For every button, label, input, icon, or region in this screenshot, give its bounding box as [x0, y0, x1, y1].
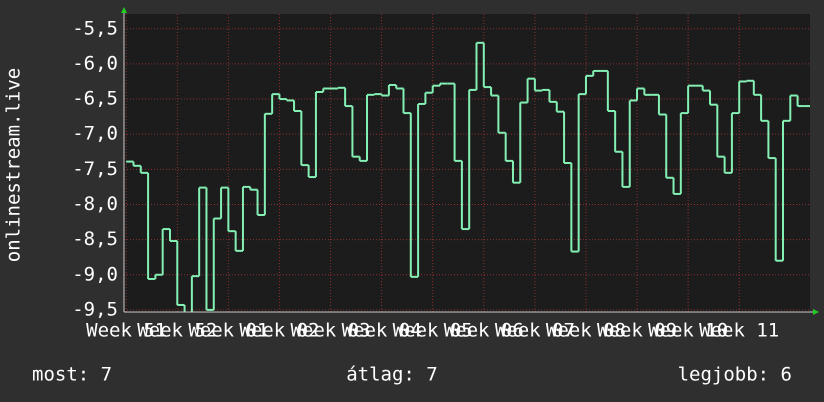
y-tick-label: -6,5 [72, 88, 118, 110]
footer-stat: átlag: 7 [346, 364, 438, 386]
x-tick-label: Week 51 [86, 320, 166, 342]
footer-stat: most: 7 [32, 364, 112, 386]
y-tick-label: -8,0 [72, 193, 118, 215]
y-axis-label: onlinestream.live [3, 68, 25, 262]
y-tick-label: -5,5 [72, 17, 118, 39]
x-tick-label: Week 11 [699, 320, 779, 342]
x-tick-label: Week 10 [648, 320, 728, 342]
y-tick-label: -8,5 [72, 228, 118, 250]
y-tick-label: -9,5 [72, 298, 118, 320]
y-tick-label: -6,0 [72, 52, 118, 74]
x-tick-label: Week 05 [393, 320, 473, 342]
x-tick-label: Week 07 [495, 320, 575, 342]
x-tick-label: Week 03 [290, 320, 370, 342]
axis-arrow [813, 309, 819, 315]
x-tick-label: Week 08 [546, 320, 626, 342]
y-tick-label: -9,0 [72, 263, 118, 285]
y-tick-label: -7,5 [72, 158, 118, 180]
x-tick-label: Week 52 [137, 320, 217, 342]
x-tick-label: Week 09 [597, 320, 677, 342]
x-tick-label: Week 01 [188, 320, 268, 342]
x-tick-label: Week 02 [239, 320, 319, 342]
x-tick-label: Week 04 [342, 320, 422, 342]
x-tick-label: Week 06 [444, 320, 524, 342]
axis-arrow [121, 7, 127, 13]
footer-stat: legjobb: 6 [678, 364, 792, 386]
y-tick-label: -7,0 [72, 123, 118, 145]
plot-area [124, 14, 810, 312]
